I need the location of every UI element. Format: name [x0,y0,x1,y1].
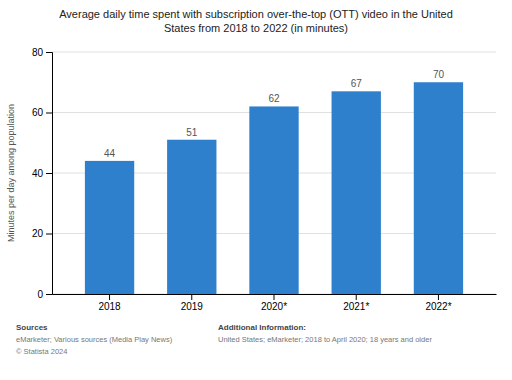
annotation: eMarketer; Various sources (Media Play N… [16,335,173,344]
title-line: Average daily time spent with subscripti… [59,8,453,20]
data-label: 70 [433,69,445,80]
y-tick-label: 60 [32,107,44,118]
y-tick: 60 [32,107,52,118]
chart-svg: Average daily time spent with subscripti… [0,0,512,380]
annotation: Sources [16,323,48,332]
y-tick-mark [46,173,52,174]
y-tick-label: 0 [37,289,43,300]
bar [167,140,216,294]
x-tick-mark [191,294,192,300]
grid [52,52,496,294]
y-tick-mark [46,113,52,114]
y-axis: 0 20 40 60 80 [32,47,53,300]
x-tick-mark [274,294,275,300]
bar [414,82,463,294]
y-tick-mark [46,294,52,295]
title-line: States from 2018 to 2022 (in minutes) [164,22,348,34]
y-tick-label: 80 [32,47,44,58]
data-labels: 44 51 62 67 70 [104,69,444,159]
data-label: 44 [104,148,116,159]
y-tick: 20 [32,228,52,239]
x-tick: 2020* [261,294,287,312]
grid-line [52,52,496,53]
plot: 44 51 62 67 70 2018 2019 2020* 2021* 2022* 0 20 40 60… [32,47,497,312]
x-tick: 2018 [98,294,121,312]
footer: Sources eMarketer; Various sources (Media… [16,323,432,356]
x-tick-label: 2020* [261,301,287,312]
y-tick: 0 [37,289,52,300]
x-tick-mark [109,294,110,300]
y-tick-mark [46,52,52,53]
y-tick: 80 [32,47,52,58]
annotation: © Statista 2024 [16,347,67,356]
y-axis-title: Minutes per day among population [6,104,16,242]
data-label: 67 [351,78,363,89]
y-tick-label: 20 [32,228,44,239]
x-tick: 2019 [181,294,204,312]
chart-container: Average daily time spent with subscripti… [0,0,512,380]
annotation: Additional Information: [218,323,306,332]
bar [332,91,381,294]
bar [85,161,134,294]
data-label: 51 [186,127,198,138]
x-tick-mark [356,294,357,300]
x-tick: 2021* [343,294,369,312]
bar [249,106,298,294]
annotation: United States; eMarketer; 2018 to April … [218,335,432,344]
x-tick-label: 2018 [98,301,121,312]
x-tick-label: 2022* [425,301,451,312]
y-tick: 40 [32,168,52,179]
y-tick-label: 40 [32,168,44,179]
x-tick-label: 2021* [343,301,369,312]
x-tick-mark [438,294,439,300]
title: Average daily time spent with subscripti… [59,8,453,34]
x-tick-label: 2019 [181,301,204,312]
bars [85,82,463,294]
y-axis-line [46,53,53,295]
x-tick: 2022* [425,294,451,312]
x-axis: 2018 2019 2020* 2021* 2022* [53,294,497,312]
y-tick-mark [46,234,52,235]
data-label: 62 [268,93,280,104]
